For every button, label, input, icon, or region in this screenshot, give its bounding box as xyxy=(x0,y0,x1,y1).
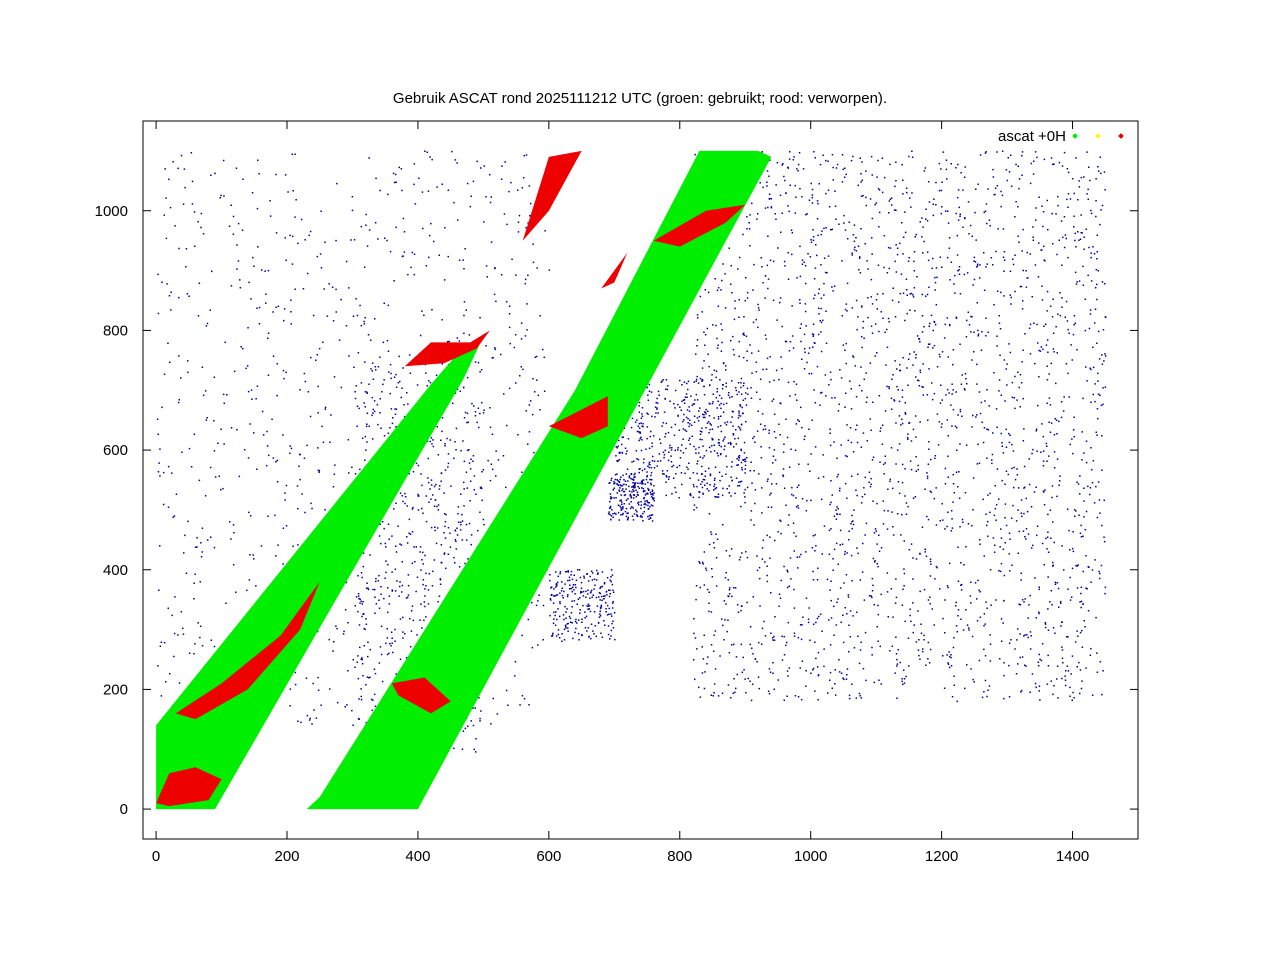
y-tick-label-400: 400 xyxy=(103,562,128,579)
plot-area xyxy=(156,150,1107,810)
coast-points xyxy=(693,150,1107,703)
rejected-patch-8 xyxy=(601,252,628,289)
plot-frame xyxy=(142,120,1139,840)
rejected-patch-1 xyxy=(156,767,222,807)
y-tick-label-1000: 1000 xyxy=(95,203,128,220)
chart-title: Gebruik ASCAT rond 2025111212 UTC (groen… xyxy=(393,90,887,107)
coastline-layer xyxy=(156,150,1107,756)
coast-points xyxy=(549,569,616,642)
coast-points xyxy=(607,473,655,522)
legend: ascat +0H xyxy=(998,128,1124,145)
legend-marker-used xyxy=(1072,133,1078,139)
x-tick-label-1200: 1200 xyxy=(925,848,958,865)
y-axis: 0 200 400 600 800 1000 xyxy=(95,203,1138,818)
rejected-patch-3 xyxy=(404,330,490,367)
y-tick-label-200: 200 xyxy=(103,681,128,698)
x-tick-label-400: 400 xyxy=(405,848,430,865)
legend-marker-rejected xyxy=(1118,133,1124,139)
legend-label: ascat +0H xyxy=(998,128,1066,145)
x-tick-label-200: 200 xyxy=(274,848,299,865)
x-tick-label-1000: 1000 xyxy=(794,848,827,865)
x-tick-label-1400: 1400 xyxy=(1056,848,1089,865)
x-axis: 0 200 400 600 800 1000 1200 1400 xyxy=(152,121,1089,865)
x-tick-label-600: 600 xyxy=(536,848,561,865)
rejected-patch-4 xyxy=(548,396,608,439)
y-tick-label-800: 800 xyxy=(103,322,128,339)
used-swath-2 xyxy=(306,150,772,810)
y-tick-label-600: 600 xyxy=(103,442,128,459)
x-tick-label-0: 0 xyxy=(152,848,160,865)
rejected-patch-7 xyxy=(522,150,582,241)
rejected-patch-5 xyxy=(391,677,451,714)
rejected-patch-2 xyxy=(175,581,320,720)
y-tick-label-0: 0 xyxy=(120,801,128,818)
legend-marker-uncertain xyxy=(1095,133,1101,139)
x-tick-label-800: 800 xyxy=(667,848,692,865)
rejected-patch-6 xyxy=(653,204,746,247)
